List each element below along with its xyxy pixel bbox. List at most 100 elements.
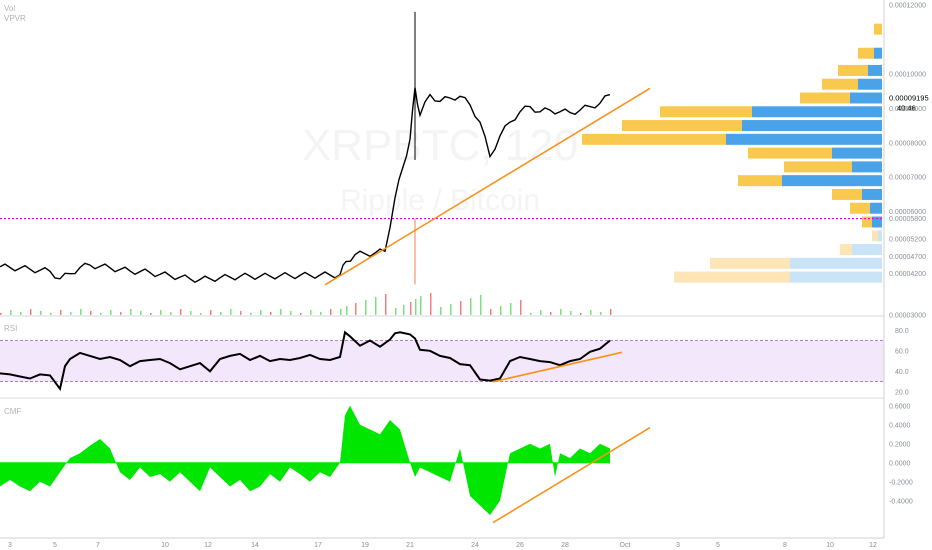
- watermark: XRPBTC, 120 Ripple / Bitcoin: [302, 121, 578, 217]
- volume-bar: [520, 300, 522, 315]
- volume-bar: [220, 312, 222, 315]
- volume-bar: [600, 312, 602, 315]
- volume-profile-buy-bar: [832, 188, 862, 200]
- volume-bar: [570, 311, 572, 315]
- price-tick-label: 0.00005800: [889, 216, 926, 223]
- volume-bar: [375, 297, 377, 315]
- volume-bar: [150, 313, 152, 315]
- rsi-pane[interactable]: 80.0 60.0 40.0 20.0: [0, 328, 909, 397]
- volume-profile-sell-bar: [874, 47, 882, 59]
- volume-bar: [100, 313, 102, 315]
- time-tick-label: 19: [361, 542, 369, 549]
- volume-profile-sell-bar: [852, 244, 882, 256]
- volume-profile-buy-bar: [838, 64, 868, 76]
- watermark-symbol: XRPBTC, 120: [302, 121, 578, 170]
- volume-bar: [420, 296, 422, 315]
- price-tick-label: 0.00012000: [889, 3, 926, 10]
- volume-profile-sell-bar: [870, 202, 882, 214]
- time-tick-label: 8: [783, 542, 787, 549]
- volume-bar: [200, 313, 202, 315]
- volume-bar: [415, 299, 417, 315]
- volume-bar: [530, 313, 532, 315]
- volume-bar: [130, 309, 132, 315]
- cmf-pane[interactable]: 0.6000 0.4000 0.2000 0.0000 -0.2000 -0.4000: [0, 403, 913, 524]
- volume-profile-buy-bar: [822, 78, 858, 90]
- cmf-tick-label: -0.2000: [889, 479, 913, 486]
- volume-profile-sell-bar: [872, 216, 882, 228]
- volume-bar: [490, 309, 492, 315]
- axes: 3 5 7 10 12 14 17 19 21 24 26 28 Oct 3 5 8 10 12: [0, 0, 885, 549]
- time-tick-label: 12: [869, 542, 877, 549]
- volume-bar: [40, 311, 42, 315]
- price-tick-label: 0.00006000: [889, 209, 926, 216]
- vpvr-label: VPVR: [4, 14, 26, 23]
- rsi-trendline: [492, 351, 623, 383]
- time-tick-label: 12: [204, 542, 212, 549]
- volume-profile-buy-bar: [660, 106, 752, 118]
- volume-bar: [385, 294, 387, 315]
- cmf-tick-label: 0.0000: [889, 460, 911, 467]
- volume-profile-sell-bar: [868, 64, 882, 76]
- last-price-label: 0.00009195: [889, 94, 929, 103]
- volume-bar: [590, 310, 592, 315]
- volume-bar: [270, 312, 272, 315]
- volume-profile-sell-bar: [790, 257, 882, 269]
- volume-profile-buy-bar: [874, 23, 882, 35]
- volume-profile-sell-bar: [742, 120, 882, 132]
- volume-profile-sell-bar: [878, 230, 882, 242]
- time-tick-label: 26: [516, 542, 524, 549]
- rsi-label: RSI: [4, 324, 17, 333]
- price-tick-label: 0.00004700: [889, 254, 926, 261]
- time-tick-label: 24: [471, 542, 479, 549]
- volume-bar: [0, 313, 2, 315]
- volume-profile-buy-bar: [840, 244, 852, 256]
- volume-bar: [500, 306, 502, 315]
- volume-profile-buy-bar: [872, 230, 878, 242]
- volume-bar: [190, 311, 192, 315]
- volume-bar: [550, 312, 552, 315]
- volume-bar: [280, 309, 282, 315]
- volume-bar: [355, 303, 357, 315]
- time-tick-label: 7: [96, 542, 100, 549]
- time-tick-label: 10: [161, 542, 169, 549]
- volume-profile-sell-bar: [752, 106, 882, 118]
- volume-profile-sell-bar: [790, 271, 882, 283]
- volume-bar: [160, 310, 162, 315]
- price-pane[interactable]: 0.00012000 0.00010000 0.00009000 0.00008000…: [0, 3, 929, 320]
- volume-bar: [460, 301, 462, 315]
- volume-bar: [610, 309, 612, 315]
- volume-bar: [10, 310, 12, 315]
- volume-bar: [50, 313, 52, 315]
- rsi-band: [0, 340, 884, 382]
- vol-label: Vol: [4, 4, 15, 13]
- volume-profile-buy-bar: [674, 271, 790, 283]
- volume-profile-buy-bar: [622, 120, 742, 132]
- time-tick-label: Oct: [620, 542, 631, 549]
- volume-bar: [30, 309, 32, 315]
- rsi-series: [0, 330, 611, 392]
- volume-bar: [365, 300, 367, 315]
- price-tick-label: 0.00009000: [889, 106, 926, 113]
- volume-bar: [260, 310, 262, 315]
- volume-profile-buy-bar: [784, 161, 852, 173]
- volume-bar: [180, 309, 182, 315]
- volume-bar: [510, 303, 512, 315]
- cmf-tick-label: 0.4000: [889, 422, 911, 429]
- volume-bar: [310, 310, 312, 315]
- volume-bar: [560, 309, 562, 315]
- pane-labels: Vol VPVR RSI CMF: [4, 4, 26, 416]
- volume-bar: [290, 311, 292, 315]
- price-tick-label: 0.00008000: [889, 140, 926, 147]
- volume-profile: [582, 23, 882, 283]
- volume-bar: [450, 304, 452, 315]
- volume-profile-buy-bar: [862, 216, 872, 228]
- volume-bar: [170, 312, 172, 315]
- volume-profile-buy-bar: [858, 47, 874, 59]
- volume-bar: [470, 298, 472, 315]
- volume-bar: [70, 312, 72, 315]
- volume-profile-buy-bar: [710, 257, 790, 269]
- volume-bar: [140, 311, 142, 315]
- watermark-name: Ripple / Bitcoin: [340, 184, 540, 217]
- volume-bar: [300, 313, 302, 315]
